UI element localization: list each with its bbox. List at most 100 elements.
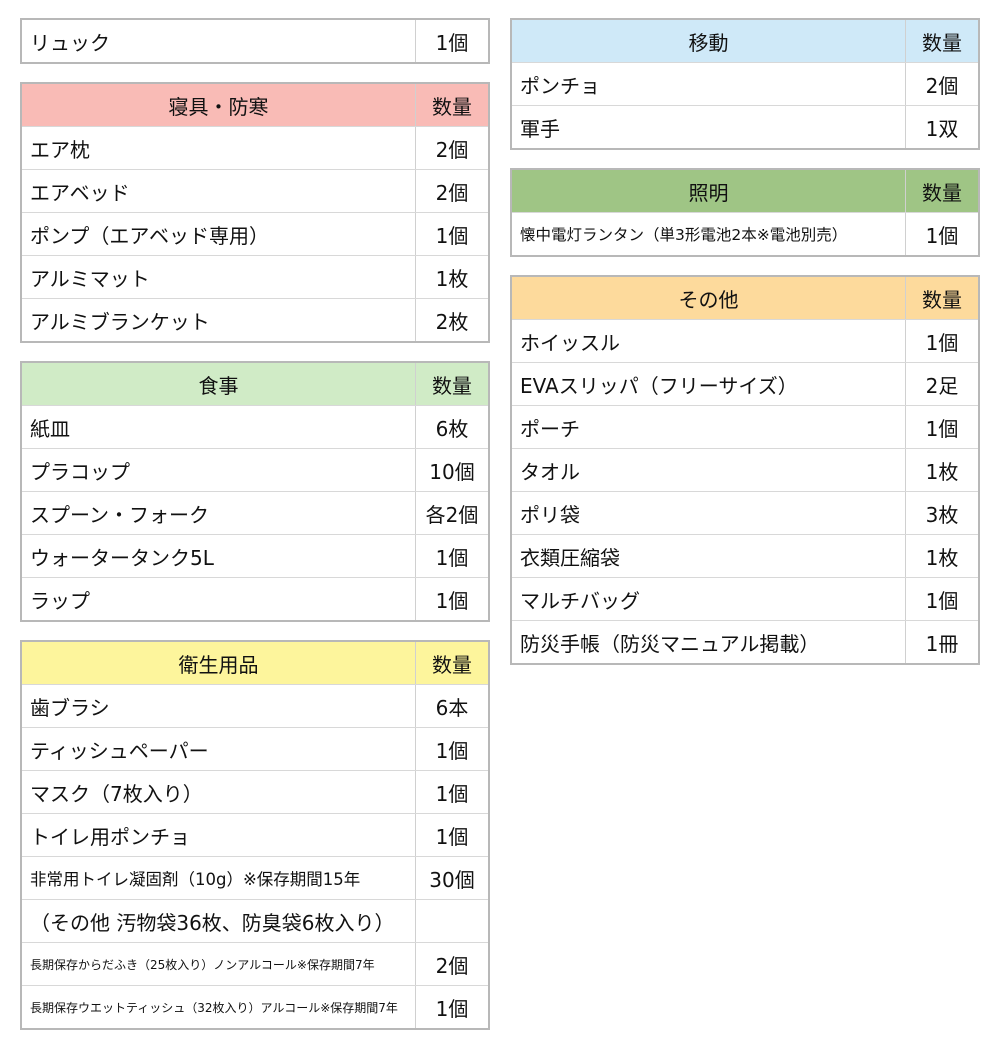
table: その他 数量 ホイッスル 1個 EVAスリッパ（フリーサイズ） 2足 ポーチ 1個 タオル 1枚ポ… bbox=[510, 275, 980, 665]
header-row: その他 数量 bbox=[512, 277, 978, 319]
right-column: 移動 数量 ポンチョ 2個 軍手 1双 照明 数量 懐中電灯ランタン（単3形電池2本※電池別売）… bbox=[510, 18, 980, 665]
item-qty: 2足 bbox=[905, 363, 978, 405]
item-name: 軍手 bbox=[520, 116, 560, 141]
item-row: スプーン・フォーク 各2個 bbox=[22, 491, 488, 534]
item-name: 歯ブラシ bbox=[30, 695, 110, 720]
item-qty: 1個 bbox=[905, 320, 978, 362]
item-row: ティッシュペーパー 1個 bbox=[22, 727, 488, 770]
item-qty: 6枚 bbox=[415, 406, 488, 448]
item-qty: 1枚 bbox=[905, 535, 978, 577]
table: 照明 数量懐中電灯ランタン（単3形電池2本※電池別売） 1個 bbox=[510, 168, 980, 257]
header-title: 食事 bbox=[198, 373, 239, 398]
item-row: 防災手帳（防災マニュアル掲載） 1冊 bbox=[512, 620, 978, 663]
header-qty: 数量 bbox=[905, 20, 978, 62]
item-row: マルチバッグ 1個 bbox=[512, 577, 978, 620]
item-qty: 2個 bbox=[415, 170, 488, 212]
item-row: アルミブランケット 2枚 bbox=[22, 298, 488, 341]
item-qty: 1個 bbox=[415, 814, 488, 856]
item-name: リュック bbox=[30, 30, 110, 55]
item-name: ウォータータンク5L bbox=[30, 545, 214, 570]
table: 衛生用品 数量 歯ブラシ 6本 ティッシュペーパー 1個 マスク（7枚入り） 1個 トイレ用ポン… bbox=[20, 640, 490, 1030]
item-row: プラコップ 10個 bbox=[22, 448, 488, 491]
header-title: 照明 bbox=[688, 180, 729, 205]
left-column: リュック 1個 寝具・防寒 数量 エア枕 2個 エアベッド 2個 ポンプ（エアベッド専用） 1個ア… bbox=[20, 18, 490, 1030]
item-row: 軍手 1双 bbox=[512, 105, 978, 148]
item-row: ポンチョ 2個 bbox=[512, 62, 978, 105]
header-title: その他 bbox=[678, 287, 739, 312]
item-qty: 1個 bbox=[905, 213, 978, 255]
item-qty: 2枚 bbox=[415, 299, 488, 341]
header-title: 衛生用品 bbox=[178, 652, 259, 677]
header-qty: 数量 bbox=[905, 170, 978, 212]
item-row: EVAスリッパ（フリーサイズ） 2足 bbox=[512, 362, 978, 405]
item-row: 紙皿 6枚 bbox=[22, 405, 488, 448]
item-row: ウォータータンク5L 1個 bbox=[22, 534, 488, 577]
item-qty: 30個 bbox=[415, 857, 488, 899]
item-qty: 1個 bbox=[415, 20, 488, 62]
item-row: 長期保存からだふき（25枚入り）ノンアルコール※保存期間7年 2個 bbox=[22, 942, 488, 985]
item-name: プラコップ bbox=[30, 459, 130, 484]
item-row: ポリ袋 3枚 bbox=[512, 491, 978, 534]
item-qty: 1個 bbox=[905, 578, 978, 620]
item-row: ホイッスル 1個 bbox=[512, 319, 978, 362]
item-qty: 1個 bbox=[905, 406, 978, 448]
table: リュック 1個 bbox=[20, 18, 490, 64]
item-qty: 1枚 bbox=[415, 256, 488, 298]
item-name: エア枕 bbox=[30, 137, 90, 162]
header-qty: 数量 bbox=[415, 642, 488, 684]
item-name: ラップ bbox=[30, 588, 90, 613]
item-row: 歯ブラシ 6本 bbox=[22, 684, 488, 727]
header-qty: 数量 bbox=[415, 84, 488, 126]
item-qty: 1個 bbox=[415, 578, 488, 620]
item-qty: 6本 bbox=[415, 685, 488, 727]
item-row: エアベッド 2個 bbox=[22, 169, 488, 212]
table: 移動 数量ポンチョ 2個軍手 1双 bbox=[510, 18, 980, 150]
item-qty: 1個 bbox=[415, 771, 488, 813]
item-row: 衣類圧縮袋 1枚 bbox=[512, 534, 978, 577]
header-title: 寝具・防寒 bbox=[168, 94, 269, 119]
item-name: ポーチ bbox=[520, 416, 580, 441]
item-qty: 1個 bbox=[415, 213, 488, 255]
header-qty: 数量 bbox=[905, 277, 978, 319]
item-qty: 1個 bbox=[415, 535, 488, 577]
header-row: 移動 数量 bbox=[512, 20, 978, 62]
item-row: ラップ 1個 bbox=[22, 577, 488, 620]
item-row: アルミマット 1枚 bbox=[22, 255, 488, 298]
item-name: ポンチョ bbox=[520, 73, 600, 98]
header-title: 移動 bbox=[688, 30, 729, 55]
item-name: 長期保存からだふき（25枚入り）ノンアルコール※保存期間7年 bbox=[30, 957, 375, 972]
header-row: 衛生用品 数量 bbox=[22, 642, 488, 684]
item-row: エア枕 2個 bbox=[22, 126, 488, 169]
item-row: タオル 1枚 bbox=[512, 448, 978, 491]
item-name: 紙皿 bbox=[30, 416, 70, 441]
item-row: マスク（7枚入り） 1個 bbox=[22, 770, 488, 813]
item-qty: 3枚 bbox=[905, 492, 978, 534]
item-name: 懐中電灯ランタン（単3形電池2本※電池別売） bbox=[520, 226, 848, 244]
header-row: 照明 数量 bbox=[512, 170, 978, 212]
item-qty: 1枚 bbox=[905, 449, 978, 491]
item-name: 非常用トイレ凝固剤（10g）※保存期間15年 bbox=[30, 870, 361, 889]
item-name: タオル bbox=[520, 459, 580, 484]
item-row: 長期保存ウエットティッシュ（32枚入り）アルコール※保存期間7年 1個 bbox=[22, 985, 488, 1028]
table: 食事 数量紙皿 6枚プラコップ 10個 スプーン・フォーク 各2個ウォータータンク5L 1個… bbox=[20, 361, 490, 622]
table: 寝具・防寒 数量 エア枕 2個 エアベッド 2個 ポンプ（エアベッド専用） 1個 アルミマット 1… bbox=[20, 82, 490, 343]
item-qty: 1冊 bbox=[905, 621, 978, 663]
item-row: ポーチ 1個 bbox=[512, 405, 978, 448]
item-qty-empty bbox=[415, 900, 488, 942]
item-name: トイレ用ポンチョ bbox=[30, 824, 190, 849]
item-name: スプーン・フォーク bbox=[30, 502, 209, 527]
item-name: ティッシュペーパー bbox=[30, 738, 209, 763]
item-row: 懐中電灯ランタン（単3形電池2本※電池別売） 1個 bbox=[512, 212, 978, 255]
item-qty: 1双 bbox=[905, 106, 978, 148]
item-qty: 1個 bbox=[415, 728, 488, 770]
item-row: トイレ用ポンチョ 1個 bbox=[22, 813, 488, 856]
item-row: （その他 汚物袋36枚、防臭袋6枚入り） bbox=[22, 899, 488, 942]
item-qty: 2個 bbox=[415, 943, 488, 985]
item-row: ポンプ（エアベッド専用） 1個 bbox=[22, 212, 488, 255]
header-qty: 数量 bbox=[415, 363, 488, 405]
item-qty: 10個 bbox=[415, 449, 488, 491]
item-name: 衣類圧縮袋 bbox=[520, 545, 620, 570]
item-name: EVAスリッパ（フリーサイズ） bbox=[520, 373, 798, 398]
item-qty: 2個 bbox=[905, 63, 978, 105]
